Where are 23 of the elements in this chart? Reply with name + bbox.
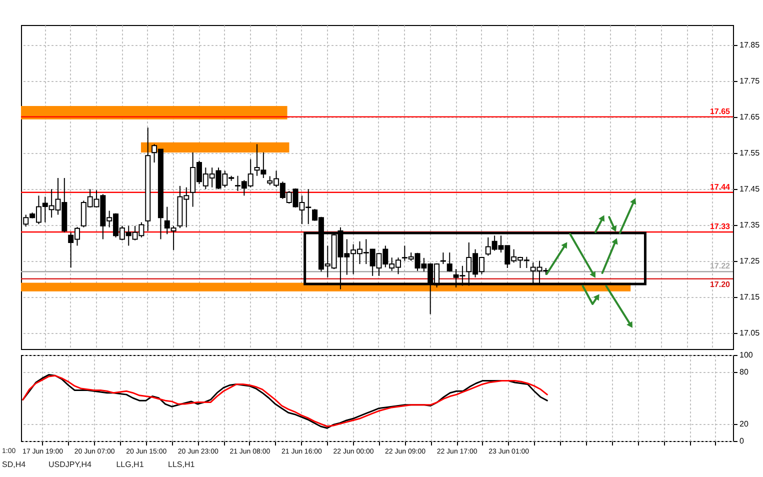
y-tick-label: 17.55 <box>740 148 760 158</box>
y-tick-label: 17.85 <box>740 40 760 50</box>
y-tick-label: 17.35 <box>740 220 760 230</box>
y-tick-label: 17.45 <box>740 184 760 194</box>
y-tick-label: 100 <box>740 350 754 360</box>
y-tick-label: 17.25 <box>740 256 760 266</box>
text: SD,H4 <box>2 460 26 469</box>
y-tick-label: 20 <box>740 419 749 428</box>
y-tick-label: 80 <box>740 368 749 377</box>
text: LLG,H1 <box>116 460 144 469</box>
y-tick-label: 0 <box>740 436 744 446</box>
candlestick <box>446 252 452 272</box>
ref-line-label: 17.44 <box>710 182 731 192</box>
y-tick-label: 17.05 <box>740 328 760 338</box>
ref-line-label: 17.22 <box>710 262 731 271</box>
y-tick-label: 17.65 <box>740 112 760 122</box>
ref-line-label: 17.20 <box>710 280 731 289</box>
text: USDJPY,H4 <box>48 460 92 469</box>
y-tick-label: 17.75 <box>740 76 760 86</box>
y-tick-label: 17.15 <box>740 292 760 302</box>
ref-line-label: 17.65 <box>710 106 731 116</box>
ref-line-label: 17.33 <box>710 222 731 231</box>
text: LLS,H1 <box>168 460 196 469</box>
